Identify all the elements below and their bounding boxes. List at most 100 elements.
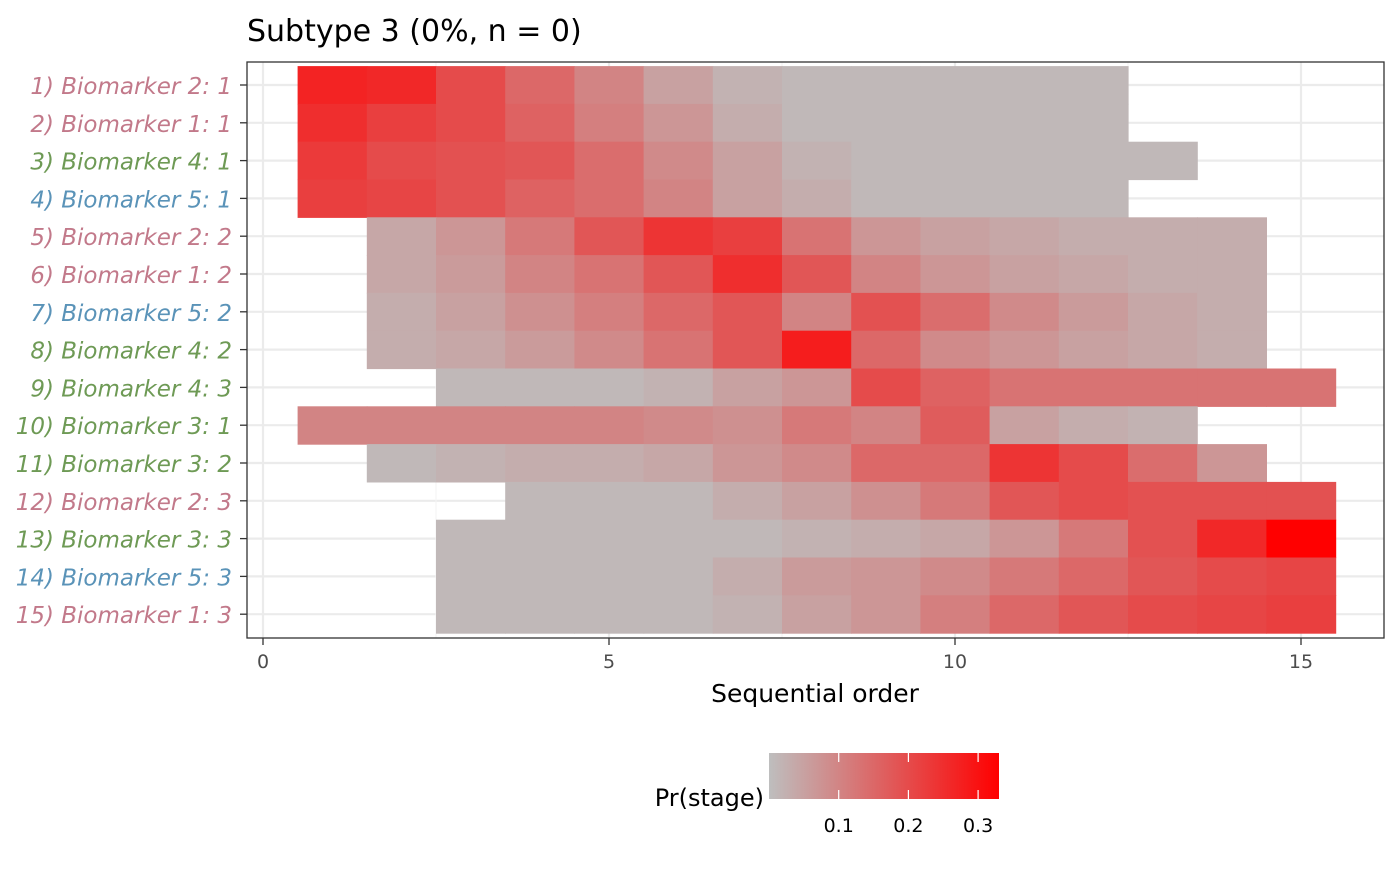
heatmap-cell — [920, 595, 991, 634]
y-tick-label: 2) Biomarker 1: 1 — [30, 112, 232, 138]
y-tick-label: 5) Biomarker 2: 2 — [30, 225, 232, 251]
heatmap-cell — [989, 557, 1060, 596]
heatmap-cell — [989, 217, 1060, 256]
heatmap-cell — [643, 217, 714, 256]
heatmap-cell — [505, 292, 575, 332]
heatmap-cell — [782, 179, 852, 218]
heatmap-cell — [920, 141, 991, 181]
heatmap-cell — [574, 141, 645, 181]
heatmap-cell — [782, 481, 852, 521]
heatmap-cell — [574, 519, 645, 559]
heatmap-cell — [366, 406, 437, 445]
heatmap-cell — [989, 519, 1060, 559]
heatmap-cell — [712, 557, 783, 596]
heatmap-cell — [436, 217, 506, 256]
heatmap-cell — [920, 217, 991, 256]
heatmap-cell — [851, 217, 921, 256]
heatmap-cell — [1128, 444, 1198, 483]
heatmap-cell — [989, 103, 1060, 143]
heatmap-cell — [712, 66, 783, 105]
heatmap-cell — [1058, 519, 1129, 559]
heatmap-cell — [436, 255, 506, 294]
heatmap-cell — [1197, 444, 1267, 483]
y-tick-label: 13) Biomarker 3: 3 — [16, 528, 232, 554]
y-tick-label: 15) Biomarker 1: 3 — [16, 603, 232, 629]
heatmap-cell — [851, 330, 921, 370]
heatmap-cell — [851, 66, 921, 105]
y-tick-label: 8) Biomarker 4: 2 — [30, 339, 232, 365]
heatmap-cell — [505, 519, 575, 559]
heatmap-cell — [851, 406, 921, 445]
heatmap-cell — [574, 368, 645, 407]
heatmap-cell — [1058, 557, 1129, 596]
heatmap-cell — [643, 595, 714, 634]
heatmap-cell — [1058, 141, 1129, 181]
heatmap-cell — [505, 444, 575, 483]
heatmap-cell — [712, 255, 783, 294]
heatmap-cell — [436, 519, 506, 559]
heatmap-cell — [712, 179, 783, 218]
heatmap-cell — [297, 141, 368, 181]
x-axis-label: Sequential order — [711, 679, 920, 708]
heatmap-cell — [1197, 217, 1267, 256]
heatmap-cell — [1058, 368, 1129, 407]
heatmap-cell — [643, 557, 714, 596]
heatmap-cell — [1266, 595, 1337, 634]
chart-title: Subtype 3 (0%, n = 0) — [247, 14, 582, 49]
heatmap-cell — [1128, 519, 1198, 559]
heatmap-cell — [920, 179, 991, 218]
heatmap-cell — [989, 255, 1060, 294]
heatmap-cell — [712, 368, 783, 407]
heatmap-cell — [920, 292, 991, 332]
heatmap-cell — [297, 66, 368, 105]
heatmap-cell — [1058, 444, 1129, 483]
heatmap-cell — [643, 66, 714, 105]
heatmap-cell — [851, 141, 921, 181]
heatmap-cell — [643, 444, 714, 483]
heatmap-cell — [712, 141, 783, 181]
heatmap-cell — [920, 519, 991, 559]
heatmap-cell — [1128, 217, 1198, 256]
heatmap-cell — [1058, 217, 1129, 256]
heatmap-cell — [1058, 406, 1129, 445]
heatmap-cell — [297, 406, 368, 445]
heatmap-cell — [920, 557, 991, 596]
legend-title: Pr(stage) — [655, 784, 764, 812]
heatmap-cell — [436, 368, 506, 407]
heatmap-cell — [366, 292, 437, 332]
heatmap-cell — [505, 595, 575, 634]
heatmap-cell — [1058, 179, 1129, 218]
heatmap-cell — [366, 330, 437, 370]
heatmap-cell — [989, 66, 1060, 105]
heatmap-cell — [505, 66, 575, 105]
heatmap-cell — [782, 141, 852, 181]
legend-tick-label: 0.2 — [893, 815, 923, 837]
heatmap-cell — [1197, 481, 1267, 521]
heatmap-cell — [782, 406, 852, 445]
y-tick-label: 14) Biomarker 5: 3 — [16, 565, 232, 591]
heatmap-cell — [712, 103, 783, 143]
heatmap-cell — [1128, 481, 1198, 521]
heatmap-cell — [436, 406, 506, 445]
heatmap-cells — [297, 66, 1337, 634]
heatmap-cell — [782, 330, 852, 370]
heatmap-cell — [366, 141, 437, 181]
y-tick-label: 1) Biomarker 2: 1 — [30, 74, 232, 100]
heatmap-cell — [1197, 595, 1267, 634]
heatmap-cell — [574, 103, 645, 143]
heatmap-cell — [989, 330, 1060, 370]
legend-colorbar — [769, 753, 999, 799]
legend-tick-label: 0.1 — [824, 815, 854, 837]
heatmap-cell — [1058, 330, 1129, 370]
heatmap-cell — [366, 444, 437, 483]
heatmap-cell — [1197, 519, 1267, 559]
heatmap-cell — [643, 519, 714, 559]
heatmap-cell — [782, 595, 852, 634]
heatmap-cell — [989, 444, 1060, 483]
heatmap-cell — [851, 481, 921, 521]
heatmap-cell — [436, 66, 506, 105]
heatmap-cell — [366, 217, 437, 256]
heatmap-cell — [712, 330, 783, 370]
heatmap-cell — [643, 141, 714, 181]
